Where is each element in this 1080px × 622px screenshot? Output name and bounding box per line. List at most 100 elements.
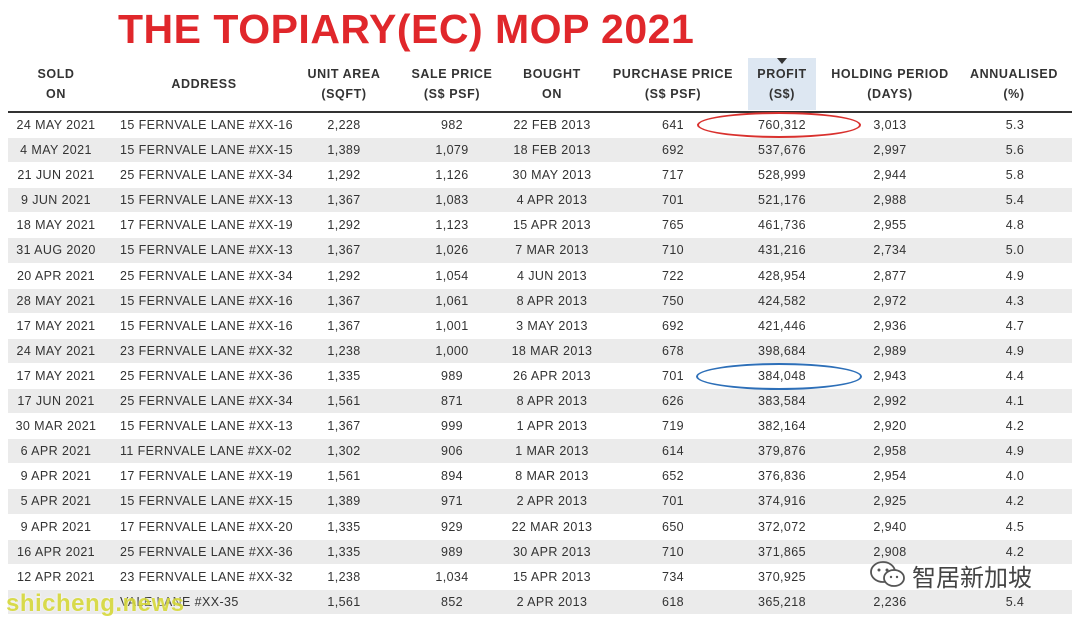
table-row[interactable]: 9 APR 2021 17 FERNVALE LANE #XX-20 1,335 92…	[8, 514, 1072, 540]
cell-annualised: 5.8	[1005, 168, 1025, 183]
cell-annualised: 4.5	[1005, 519, 1025, 534]
wechat-icon	[870, 561, 905, 587]
header-divider	[8, 111, 1072, 113]
col-header-address[interactable]: ADDRESS	[171, 77, 237, 91]
table-row[interactable]: 20 APR 2021 25 FERNVALE LANE #XX-34 1,292 1…	[8, 263, 1072, 289]
table-row[interactable]: 17 JUN 2021 25 FERNVALE LANE #XX-34 1,561 8…	[8, 389, 1072, 415]
cell-profit: 421,446	[758, 318, 806, 333]
cell-purchase-price: 614	[661, 444, 685, 459]
cell-sold-on: 9 APR 2021	[20, 519, 92, 534]
cell-holding-period: 2,940	[873, 519, 907, 534]
cell-profit: 374,916	[758, 494, 806, 509]
cell-bought-on: 15 APR 2013	[512, 569, 592, 584]
cell-address: 15 FERNVALE LANE #XX-16	[120, 318, 293, 333]
cell-annualised: 5.4	[1005, 594, 1025, 609]
cell-holding-period: 2,944	[873, 168, 907, 183]
cell-holding-period: 2,988	[873, 193, 907, 208]
table-row[interactable]: 24 MAY 2021 15 FERNVALE LANE #XX-16 2,228 9…	[8, 113, 1072, 139]
table-row[interactable]: VALE LANE #XX-35 1,561 852 2 APR 2013 618 365…	[8, 589, 1072, 615]
cell-purchase-price: 719	[661, 419, 685, 434]
table-row[interactable]: 30 MAR 2021 15 FERNVALE LANE #XX-13 1,367 9…	[8, 414, 1072, 440]
col-header-annualised[interactable]: ANNUALISED (%)	[970, 67, 1058, 101]
table-row[interactable]: 17 MAY 2021 25 FERNVALE LANE #XX-36 1,335 9…	[8, 363, 1072, 390]
col-header-purchase-price[interactable]: PURCHASE PRICE (S$ PSF)	[612, 67, 734, 101]
table-row[interactable]: 9 JUN 2021 15 FERNVALE LANE #XX-13 1,367 1,…	[8, 188, 1072, 214]
cell-sold-on: 30 MAR 2021	[15, 419, 97, 434]
col-header-sale-price[interactable]: SALE PRICE (S$ PSF)	[411, 67, 493, 101]
table-row[interactable]: 24 MAY 2021 23 FERNVALE LANE #XX-32 1,238 1…	[8, 338, 1072, 364]
cell-unit-area: 1,367	[327, 419, 361, 434]
cell-holding-period: 2,992	[873, 394, 907, 409]
cell-bought-on: 30 APR 2013	[512, 544, 592, 559]
table-row[interactable]: 9 APR 2021 17 FERNVALE LANE #XX-19 1,561 89…	[8, 464, 1072, 490]
col-header-bought-on[interactable]: BOUGHT ON	[523, 67, 581, 101]
cell-annualised: 4.4	[1005, 368, 1025, 383]
cell-purchase-price: 618	[661, 594, 685, 609]
cell-annualised: 5.4	[1005, 193, 1025, 208]
cell-sale-price: 1,126	[435, 168, 469, 183]
col-header-holding-period[interactable]: HOLDING PERIOD (DAYS)	[831, 67, 949, 101]
cell-annualised: 5.3	[1005, 118, 1025, 132]
cell-profit: 383,584	[758, 394, 806, 409]
cell-sold-on: 4 MAY 2021	[20, 143, 92, 158]
cell-holding-period: 2,877	[873, 268, 907, 283]
cell-unit-area: 1,367	[327, 318, 361, 333]
cell-unit-area: 1,335	[327, 544, 361, 559]
cell-purchase-price: 641	[661, 118, 685, 132]
cell-profit: 370,925	[758, 569, 806, 584]
cell-holding-period: 2,236	[873, 594, 907, 609]
cell-sold-on: 24 MAY 2021	[16, 118, 96, 132]
cell-annualised: 4.0	[1005, 469, 1025, 484]
cell-unit-area: 1,561	[327, 594, 361, 609]
col-header-profit[interactable]: PROFIT (S$)	[748, 58, 816, 110]
table-row[interactable]: 17 MAY 2021 15 FERNVALE LANE #XX-16 1,367 1…	[8, 313, 1072, 339]
table-row[interactable]: 31 AUG 2020 15 FERNVALE LANE #XX-13 1,367 1…	[8, 238, 1072, 264]
watermark-right-text: 智居新加坡	[912, 564, 1032, 592]
cell-holding-period: 2,954	[873, 469, 907, 484]
cell-sold-on: 20 APR 2021	[16, 268, 96, 283]
table-row[interactable]: 28 MAY 2021 15 FERNVALE LANE #XX-16 1,367 1…	[8, 288, 1072, 314]
cell-sale-price: 1,001	[435, 318, 469, 333]
cell-sold-on: 18 MAY 2021	[16, 218, 96, 233]
cell-sold-on: 9 APR 2021	[20, 469, 92, 484]
cell-holding-period: 2,997	[873, 143, 907, 158]
col-header-unit-area[interactable]: UNIT AREA (SQFT)	[307, 67, 381, 101]
cell-purchase-price: 710	[661, 243, 685, 258]
cell-address: 25 FERNVALE LANE #XX-34	[120, 168, 293, 183]
table-row[interactable]: 16 APR 2021 25 FERNVALE LANE #XX-36 1,335 9…	[8, 539, 1072, 565]
cell-address: 11 FERNVALE LANE #XX-02	[120, 444, 293, 459]
cell-unit-area: 1,335	[327, 519, 361, 534]
cell-sale-price: 971	[440, 494, 464, 509]
cell-bought-on: 4 JUN 2013	[516, 268, 587, 283]
cell-bought-on: 3 MAY 2013	[516, 318, 588, 333]
cell-address: 17 FERNVALE LANE #XX-19	[120, 218, 293, 233]
cell-address: 15 FERNVALE LANE #XX-13	[120, 419, 293, 434]
cell-purchase-price: 717	[661, 168, 685, 183]
col-header-sold-on[interactable]: SOLD ON	[37, 67, 75, 101]
cell-profit: 428,954	[758, 268, 806, 283]
table-row[interactable]: 18 MAY 2021 17 FERNVALE LANE #XX-19 1,292 1…	[8, 213, 1072, 239]
cell-bought-on: 2 APR 2013	[516, 494, 588, 509]
cell-address: 25 FERNVALE LANE #XX-34	[120, 268, 293, 283]
cell-holding-period: 3,013	[873, 118, 907, 132]
cell-bought-on: 30 MAY 2013	[512, 168, 592, 183]
table-row[interactable]: 6 APR 2021 11 FERNVALE LANE #XX-02 1,302 90…	[8, 439, 1072, 465]
cell-address: 23 FERNVALE LANE #XX-32	[120, 343, 293, 358]
cell-sold-on: 31 AUG 2020	[16, 243, 96, 258]
cell-sale-price: 1,079	[435, 143, 469, 158]
table-row[interactable]: 5 APR 2021 15 FERNVALE LANE #XX-15 1,389 97…	[8, 489, 1072, 515]
cell-unit-area: 1,335	[327, 368, 361, 383]
table-row[interactable]: 4 MAY 2021 15 FERNVALE LANE #XX-15 1,389 1,…	[8, 138, 1072, 164]
red-highlight-circle	[697, 112, 861, 138]
cell-sold-on: 5 APR 2021	[20, 494, 92, 509]
cell-purchase-price: 692	[661, 143, 685, 158]
cell-purchase-price: 734	[661, 569, 685, 584]
cell-sold-on: 12 APR 2021	[16, 569, 96, 584]
cell-bought-on: 26 APR 2013	[512, 368, 592, 383]
cell-sold-on: 6 APR 2021	[20, 444, 92, 459]
cell-bought-on: 1 MAR 2013	[515, 444, 589, 459]
cell-bought-on: 4 APR 2013	[516, 193, 588, 208]
table-row[interactable]: 21 JUN 2021 25 FERNVALE LANE #XX-34 1,292 1…	[8, 163, 1072, 189]
col-header-profit-label: PROFIT (S$)	[757, 67, 807, 101]
cell-sale-price: 1,054	[435, 268, 469, 283]
